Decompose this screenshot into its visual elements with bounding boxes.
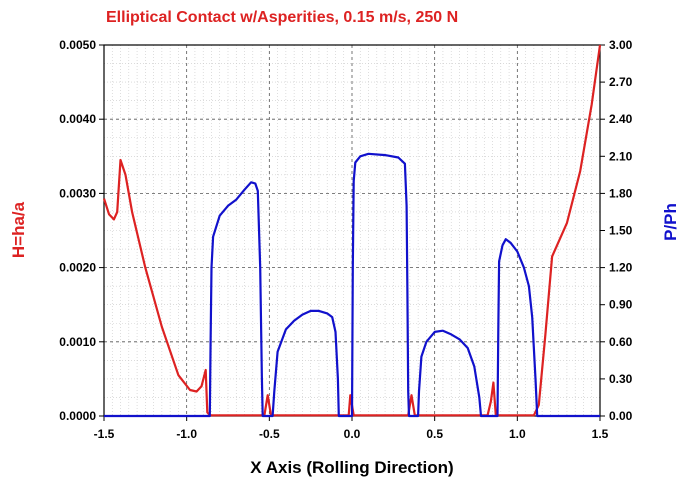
y-right-tick-label: 2.10 xyxy=(609,149,633,163)
x-axis-title: X Axis (Rolling Direction) xyxy=(250,458,453,477)
y-left-tick-label: 0.0000 xyxy=(59,409,96,423)
y-left-axis-title: H=ha/a xyxy=(9,201,28,258)
y-right-tick-label: 2.40 xyxy=(609,112,633,126)
y-right-tick-label: 1.80 xyxy=(609,186,633,200)
y-right-axis-title: P/Ph xyxy=(661,203,680,241)
y-left-tick-label: 0.0020 xyxy=(59,261,96,275)
chart-title: Elliptical Contact w/Asperities, 0.15 m/… xyxy=(106,9,458,26)
y-right-tick-label: 3.00 xyxy=(609,38,633,52)
y-left-tick-label: 0.0030 xyxy=(59,186,96,200)
series-layer xyxy=(102,44,602,418)
y-left-tick-label: 0.0040 xyxy=(59,112,96,126)
x-tick-label: 1.0 xyxy=(509,427,526,441)
y-right-tick-label: 1.20 xyxy=(609,261,633,275)
y-left-tick-label: 0.0010 xyxy=(59,335,96,349)
x-tick-label: -1.5 xyxy=(94,427,115,441)
y-right-tick-label: 0.30 xyxy=(609,372,633,386)
y-right-tick-label: 0.60 xyxy=(609,335,633,349)
series-line-film-thickness xyxy=(102,44,602,417)
axis-ticks: -1.5 -1.0 -0.5 0.0 0.5 1.0 1.5 0.0000 0.0010 0.00… xyxy=(59,38,632,441)
x-tick-label: 0.5 xyxy=(426,427,443,441)
y-right-tick-label: 1.50 xyxy=(609,224,633,238)
series-line-pressure xyxy=(104,152,600,418)
y-right-tick-label: 2.70 xyxy=(609,75,633,89)
x-tick-label: 0.0 xyxy=(344,427,361,441)
y-right-tick-label: 0.90 xyxy=(609,298,633,312)
x-tick-label: -0.5 xyxy=(259,427,280,441)
y-right-tick-label: 0.00 xyxy=(609,409,633,423)
x-tick-label: -1.0 xyxy=(176,427,197,441)
y-left-tick-label: 0.0050 xyxy=(59,38,96,52)
x-tick-label: 1.5 xyxy=(592,427,609,441)
